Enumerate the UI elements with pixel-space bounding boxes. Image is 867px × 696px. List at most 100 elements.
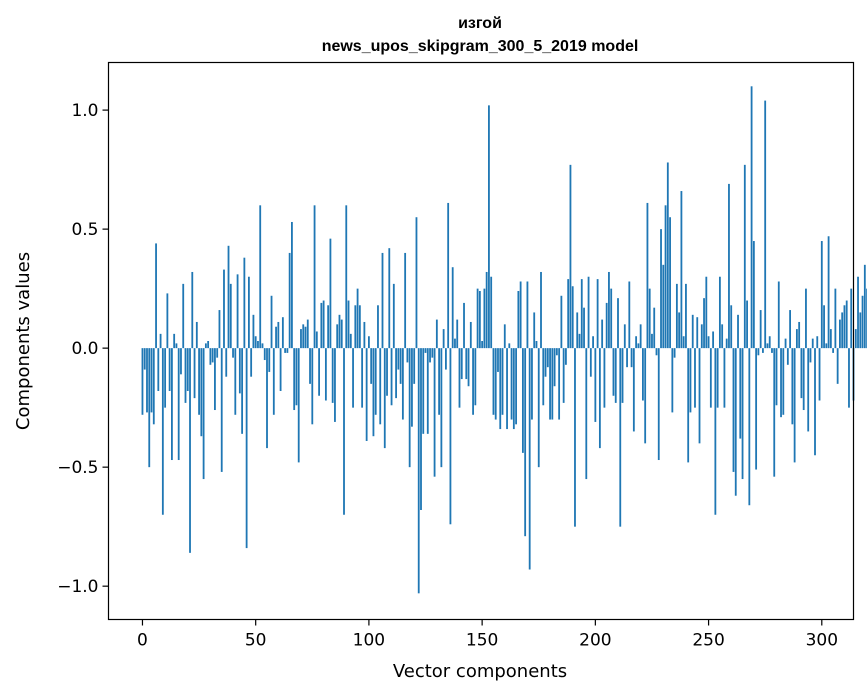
bar [571,286,574,349]
bar [433,348,436,477]
bar [628,281,631,349]
bar [549,348,551,420]
bar [358,305,361,349]
bar [691,314,694,349]
bar [608,271,610,349]
bar [734,348,737,496]
bar [411,348,413,427]
bar [730,305,733,349]
bar [580,279,583,349]
bar [372,348,375,437]
bar [544,348,547,377]
bar [823,305,825,349]
bar [245,348,248,549]
bar [370,348,373,384]
bar [214,348,216,411]
bar [478,291,481,349]
bar [186,348,189,391]
bar [709,348,712,408]
bar [537,348,540,468]
bar [247,276,250,349]
bar [490,276,493,349]
plot-frame [107,61,855,621]
y-tick-label: −1.0 [57,577,98,597]
bar [259,205,262,349]
bar [728,183,730,349]
bar [700,324,703,349]
bar [800,348,803,399]
bar [718,276,721,349]
bar [220,348,223,472]
bar [524,348,527,537]
bar [279,348,282,391]
bar [440,348,443,468]
bar [712,331,715,349]
bar [442,329,445,349]
bar [413,348,416,384]
bar [340,319,343,349]
bar [768,336,771,349]
bar [632,348,635,432]
bar [168,348,171,391]
bar [202,348,205,480]
bar [829,329,832,349]
bar [252,314,255,349]
bar [291,221,293,349]
bar [725,338,728,349]
bar [540,271,542,349]
bar [193,348,196,399]
bar [164,348,167,408]
bar [816,336,819,349]
bar [266,348,268,449]
bar [386,348,388,396]
bar [750,86,753,349]
bar [454,338,456,349]
bar [673,348,676,358]
bar [859,312,862,349]
bar [737,314,739,349]
bar [302,324,305,349]
bar [445,348,447,370]
bar [687,348,690,463]
bar [263,348,266,361]
bar [238,348,241,394]
bar [642,348,644,401]
bar [854,329,857,349]
bar [533,312,536,349]
bar [388,248,391,349]
bar [481,341,484,349]
bar [786,348,789,365]
bar [757,348,760,356]
bar [474,348,477,406]
bar [429,348,431,363]
x-axis-ticks: 0 50 100 150 200 250 300 [137,619,838,651]
bar [698,348,701,444]
bar [334,348,336,422]
y-axis-ticks: −1.0 −0.5 0.0 0.5 1.0 [57,101,109,597]
bar [420,348,422,510]
bar [515,348,517,425]
bar [272,348,275,415]
bar [309,348,311,384]
bar [771,348,773,353]
chart-title: изгой [458,15,502,32]
bar [512,348,515,430]
bar [517,291,520,349]
bar [644,348,647,444]
x-tick-label: 200 [579,631,611,651]
bar [748,348,751,506]
bar [834,288,837,349]
bar [281,317,284,349]
bar [682,336,685,349]
bar [508,343,511,349]
bar [343,348,345,515]
bar [467,348,470,387]
bar [329,238,332,349]
bar [449,348,452,525]
bar [463,302,465,349]
y-tick-label: −0.5 [57,458,98,478]
bar [598,348,601,449]
bar [746,300,748,349]
bar [189,348,191,553]
bar [275,326,277,349]
